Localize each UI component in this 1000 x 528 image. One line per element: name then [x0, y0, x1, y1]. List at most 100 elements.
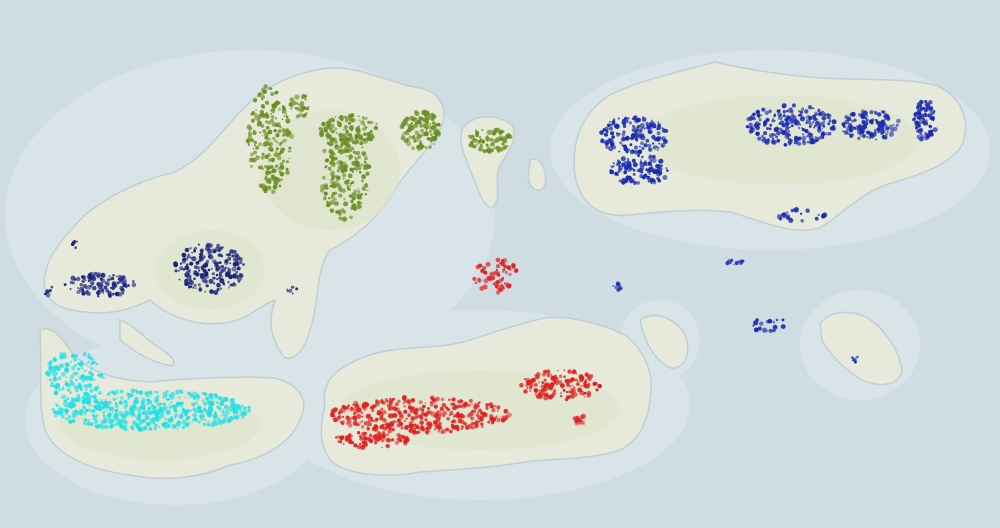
southwest-cyan-speck	[62, 402, 65, 405]
south-red-speck	[364, 422, 367, 425]
south-red-speck	[587, 382, 591, 386]
northeast-blue-speck	[632, 168, 636, 172]
northeast-blue-speck	[807, 131, 811, 135]
northwest-forest-speck	[279, 171, 285, 177]
southwest-cyan-speck	[168, 417, 174, 423]
northeast-blue-speck	[817, 213, 820, 216]
northeast-blue-speck	[919, 136, 924, 142]
northwest-forest-speck	[328, 123, 331, 126]
west-blue-speck	[200, 265, 204, 269]
south-red-speck	[499, 261, 502, 265]
west-blue-speck	[205, 244, 209, 248]
south-red-speck	[593, 381, 598, 386]
northwest-forest-speck	[357, 190, 361, 193]
northeast-blue-speck	[763, 131, 768, 136]
northeast-blue-speck	[791, 113, 794, 116]
south-red-speck	[330, 412, 334, 416]
northwest-forest-speck	[507, 145, 509, 148]
northwest-forest-speck	[424, 146, 428, 149]
west-blue-speck	[200, 275, 204, 280]
west-blue-speck	[92, 285, 97, 291]
southwest-cyan-speck	[216, 405, 219, 408]
northwest-forest-speck	[330, 185, 333, 188]
northeast-blue-speck	[857, 136, 861, 140]
northeast-blue-speck	[919, 106, 922, 110]
south-red-speck	[562, 389, 566, 392]
northeast-blue-speck	[772, 320, 775, 324]
region-southwest-cyan[interactable]	[44, 351, 251, 433]
southwest-cyan-speck	[69, 391, 72, 394]
southwest-cyan-speck	[77, 397, 81, 402]
southwest-cyan-speck	[216, 401, 219, 405]
region-west-blue[interactable]	[44, 239, 299, 298]
northeast-blue-speck	[824, 132, 828, 136]
northeast-blue-speck	[777, 111, 782, 117]
southwest-cyan-speck	[67, 415, 72, 419]
southwest-cyan-speck	[64, 380, 67, 383]
south-red-speck	[571, 384, 574, 387]
south-red-speck	[438, 424, 442, 429]
west-blue-speck	[211, 272, 215, 276]
northeast-blue-speck	[634, 145, 638, 150]
west-blue-speck	[82, 284, 88, 289]
northeast-blue-speck	[775, 135, 778, 139]
west-blue-speck	[85, 287, 88, 290]
northeast-blue-speck	[607, 138, 611, 141]
southwest-cyan-speck	[192, 413, 197, 418]
south-red-speck	[570, 394, 575, 399]
northeast-blue-speck	[627, 148, 631, 152]
southwest-cyan-speck	[86, 421, 91, 426]
southwest-cyan-speck	[82, 405, 86, 410]
west-blue-speck	[227, 281, 230, 284]
south-red-speck	[375, 417, 379, 422]
west-blue-speck	[109, 278, 112, 281]
west-blue-speck	[229, 283, 233, 287]
northwest-forest-speck	[261, 87, 266, 93]
west-blue-speck	[117, 291, 123, 297]
northwest-forest-speck	[332, 161, 336, 166]
northeast-blue-speck	[605, 129, 609, 133]
northeast-blue-speck	[624, 161, 628, 164]
south-red-speck	[432, 420, 437, 425]
south-red-speck	[437, 414, 442, 419]
south-red-speck	[392, 397, 396, 401]
northeast-blue-speck	[624, 180, 627, 183]
northeast-blue-speck	[768, 109, 772, 114]
southwest-cyan-speck	[224, 409, 230, 416]
south-red-speck	[387, 429, 392, 434]
northeast-blue-speck	[826, 113, 830, 117]
northeast-blue-speck	[626, 158, 630, 161]
southwest-cyan-speck	[178, 396, 181, 399]
northeast-blue-speck	[609, 121, 611, 123]
southwest-cyan-speck	[80, 388, 84, 392]
southwest-cyan-speck	[151, 416, 155, 420]
northwest-forest-speck	[256, 118, 260, 122]
west-blue-speck	[108, 293, 112, 297]
region-south-red[interactable]	[330, 257, 602, 450]
region-northeast-blue[interactable]	[599, 99, 938, 364]
southwest-cyan-speck	[205, 396, 209, 401]
south-red-speck	[574, 420, 580, 426]
northwest-forest-speck	[400, 135, 406, 141]
northeast-blue-speck	[613, 125, 617, 128]
southwest-cyan-speck	[95, 362, 99, 365]
northeast-blue-speck	[657, 179, 662, 183]
west-blue-speck	[232, 273, 236, 277]
south-red-speck	[465, 425, 470, 430]
northeast-blue-speck	[879, 125, 885, 131]
southwest-cyan-speck	[78, 408, 84, 414]
south-red-speck	[403, 424, 409, 430]
region-northwest-forest[interactable]	[245, 84, 513, 222]
northeast-blue-speck	[849, 112, 854, 117]
southwest-cyan-speck	[112, 407, 114, 409]
west-blue-speck	[185, 281, 190, 286]
northeast-blue-speck	[621, 136, 626, 142]
south-red-speck	[347, 439, 353, 444]
south-red-speck	[579, 377, 584, 383]
south-red-speck	[382, 434, 386, 437]
southwest-cyan-speck	[193, 417, 198, 422]
northwest-forest-speck	[479, 144, 483, 148]
northwest-forest-speck	[288, 157, 291, 160]
